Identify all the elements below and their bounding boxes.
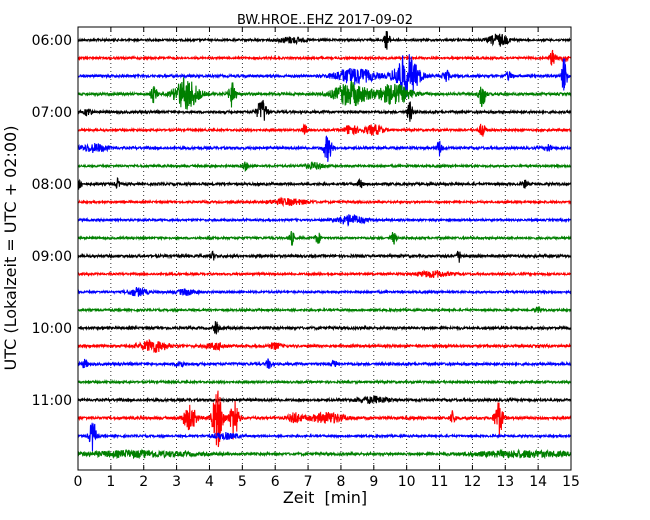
x-tick-label-8: 8 [336, 474, 345, 490]
x-tick-label-13: 13 [496, 474, 514, 490]
x-tick-label-2: 2 [139, 474, 148, 490]
trace-row-0615 [77, 49, 572, 66]
trace-row-1015 [77, 338, 572, 353]
y-tick-label-2: 08:00 [32, 177, 72, 193]
trace-row-1115 [77, 390, 572, 448]
x-tick-label-11: 11 [431, 474, 449, 490]
x-axis-ticks: 0 1 2 3 4 5 6 7 8 9 10 11 12 13 14 15 [74, 27, 580, 490]
trace-row-0600 [77, 31, 572, 50]
y-tick-label-3: 09:00 [32, 249, 72, 265]
trace-row-1100 [77, 395, 572, 405]
y-axis-hour-labels: 06:00 07:00 08:00 09:00 10:00 11:00 [32, 33, 83, 409]
y-tick-label-0: 06:00 [32, 33, 72, 49]
x-tick-label-6: 6 [271, 474, 280, 490]
trace-row-0645 [77, 76, 572, 110]
trace-row-0745 [77, 161, 572, 172]
x-tick-label-14: 14 [529, 474, 547, 490]
x-tick-label-15: 15 [562, 474, 580, 490]
x-axis-label: Zeit [min] [283, 488, 367, 507]
trace-row-1030 [77, 358, 572, 369]
trace-rows [77, 31, 572, 460]
x-tick-label-5: 5 [238, 474, 247, 490]
trace-row-0845 [77, 230, 572, 246]
x-tick-label-1: 1 [106, 474, 115, 490]
trace-row-1045 [77, 378, 572, 386]
x-tick-label-7: 7 [304, 474, 313, 490]
y-tick-label-4: 10:00 [32, 321, 72, 337]
trace-row-1145 [77, 448, 572, 460]
trace-row-0700 [77, 99, 572, 122]
trace-row-0715 [77, 123, 572, 137]
trace-row-0945 [77, 306, 572, 314]
trace-row-1000 [77, 321, 572, 335]
trace-row-1130 [77, 422, 572, 452]
trace-row-0900 [77, 250, 572, 263]
x-tick-label-3: 3 [172, 474, 181, 490]
x-tick-label-12: 12 [463, 474, 481, 490]
y-tick-label-1: 07:00 [32, 105, 72, 121]
x-tick-label-0: 0 [74, 474, 83, 490]
trace-row-0800 [77, 177, 572, 190]
x-tick-label-4: 4 [205, 474, 214, 490]
x-tick-label-10: 10 [398, 474, 416, 490]
x-tick-label-9: 9 [369, 474, 378, 490]
trace-row-0730 [77, 135, 572, 162]
plot-frame [77, 26, 572, 471]
trace-row-0915 [77, 269, 572, 279]
trace-row-0815 [77, 196, 572, 208]
trace-row-0930 [77, 286, 572, 297]
chart-title: BW.HROE..EHZ 2017-09-02 [237, 13, 413, 28]
y-tick-label-5: 11:00 [32, 393, 72, 409]
trace-row-0630 [77, 54, 572, 98]
trace-row-0830 [77, 214, 572, 227]
y-axis-label: UTC (Lokalzeit = UTC + 02:00) [1, 126, 20, 371]
